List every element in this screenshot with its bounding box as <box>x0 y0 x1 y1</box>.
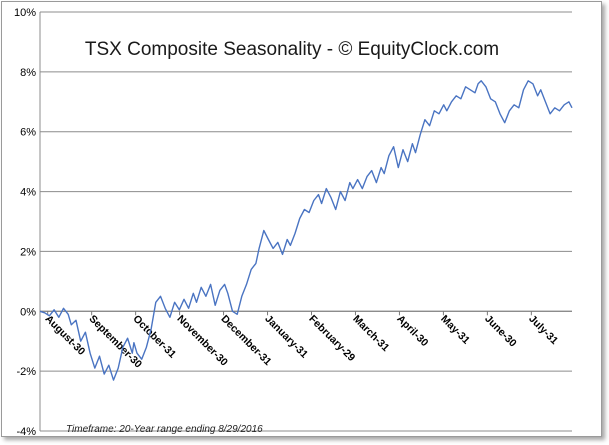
y-tick-label: 0% <box>20 306 36 318</box>
y-tick-label: 4% <box>20 187 36 199</box>
x-tick-label: July-31 <box>526 313 560 347</box>
chart-footnote: Timeframe: 20-Year range ending 8/29/201… <box>66 424 263 435</box>
x-tick-label: April-30 <box>394 313 430 349</box>
series-line <box>39 80 573 381</box>
y-tick-label: 2% <box>20 246 36 258</box>
y-tick-label: -2% <box>16 366 36 378</box>
y-tick-label: 8% <box>20 67 36 79</box>
y-tick-label: 10% <box>14 7 36 19</box>
gridlines <box>40 11 572 432</box>
chart-title: TSX Composite Seasonality - © EquityCloc… <box>85 39 499 60</box>
x-tick-label: May-31 <box>438 313 472 347</box>
y-tick-label: 6% <box>20 127 36 139</box>
chart-frame: -4% -2% 0% 2% 4% 6% 8% 10% August-30 September-3… <box>1 1 602 438</box>
axes <box>39 12 572 431</box>
x-tick-label: January-31 <box>262 313 310 361</box>
series-group <box>39 80 573 381</box>
x-tick-label: March-31 <box>350 313 391 354</box>
y-tick-labels: -4% -2% 0% 2% 4% 6% 8% 10% <box>14 7 36 438</box>
y-tick-label: -4% <box>16 426 36 438</box>
x-tick-label: June-30 <box>482 313 519 350</box>
x-tick-label: August-30 <box>43 313 88 358</box>
